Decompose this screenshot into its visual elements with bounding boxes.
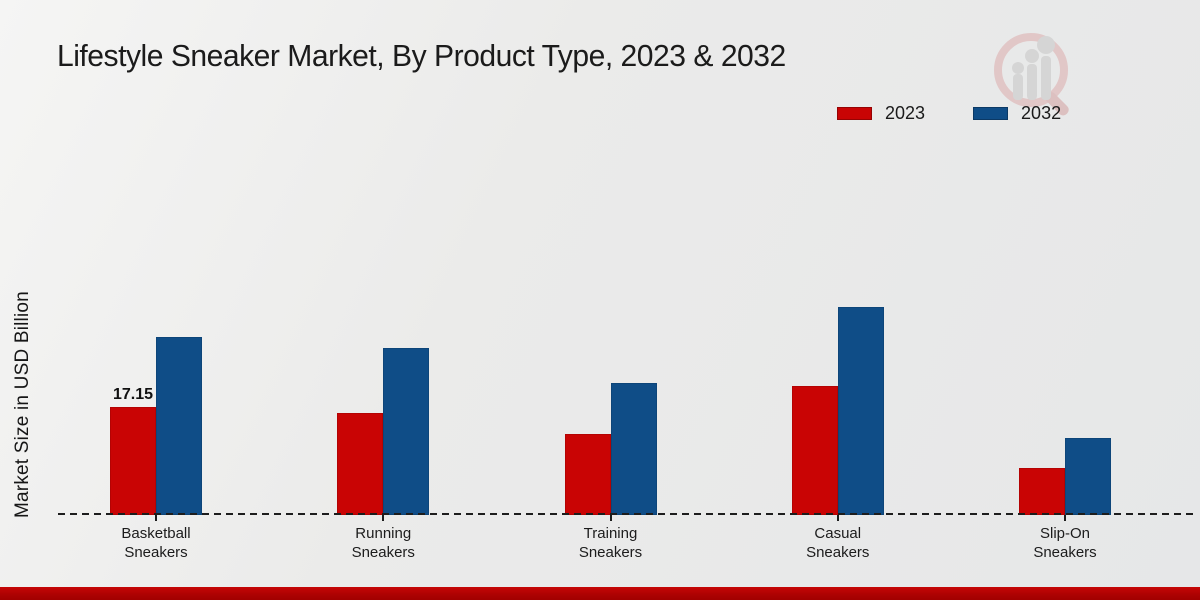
bar-value-label-2023-basketball-sneakers: 17.15 xyxy=(112,386,154,403)
bar-2032-slip-on-sneakers xyxy=(1065,437,1111,515)
x-axis-tick-casual-sneakers xyxy=(836,515,839,521)
category-label-casual-sneakers: Casual Sneakers xyxy=(806,525,870,561)
x-axis-tick-basketball-sneakers xyxy=(155,515,157,521)
chart-title: Lifestyle Sneaker Market, By Product Typ… xyxy=(57,38,786,73)
bar-2023-running-sneakers xyxy=(337,412,384,515)
market-research-watermark-logo xyxy=(994,33,1069,116)
legend: 2023 2032 xyxy=(837,103,1061,124)
legend-label-2023: 2023 xyxy=(885,103,926,123)
x-axis-tick-training-sneakers xyxy=(609,515,612,521)
category-label-training-sneakers: Training Sneakers xyxy=(578,525,643,561)
x-axis-baseline xyxy=(58,513,1198,515)
category-label-running-sneakers: Running Sneakers xyxy=(351,525,415,561)
bar-2032-training-sneakers xyxy=(610,382,657,515)
bar-2032-casual-sneakers xyxy=(837,307,884,515)
bar-2032-running-sneakers xyxy=(383,348,430,515)
category-label-basketball-sneakers: Basketball Sneakers xyxy=(121,525,191,561)
legend-swatch-2023 xyxy=(837,107,872,120)
category-label-slip-on-sneakers: Slip-On Sneakers xyxy=(1033,525,1097,561)
footer-red-strip xyxy=(0,587,1200,600)
legend-swatch-2032 xyxy=(973,107,1009,120)
legend-item-2023: 2023 xyxy=(837,103,925,124)
bar-2023-casual-sneakers xyxy=(791,385,838,515)
legend-item-2032: 2032 xyxy=(973,103,1061,124)
bar-2023-training-sneakers xyxy=(564,433,611,515)
bar-2023-slip-on-sneakers xyxy=(1019,467,1065,515)
bar-2023-basketball-sneakers xyxy=(110,407,156,515)
x-axis-tick-running-sneakers xyxy=(382,515,385,521)
x-axis-tick-slip-on-sneakers xyxy=(1064,515,1066,521)
legend-label-2032: 2032 xyxy=(1021,103,1062,123)
bar-2032-basketball-sneakers xyxy=(156,336,202,515)
